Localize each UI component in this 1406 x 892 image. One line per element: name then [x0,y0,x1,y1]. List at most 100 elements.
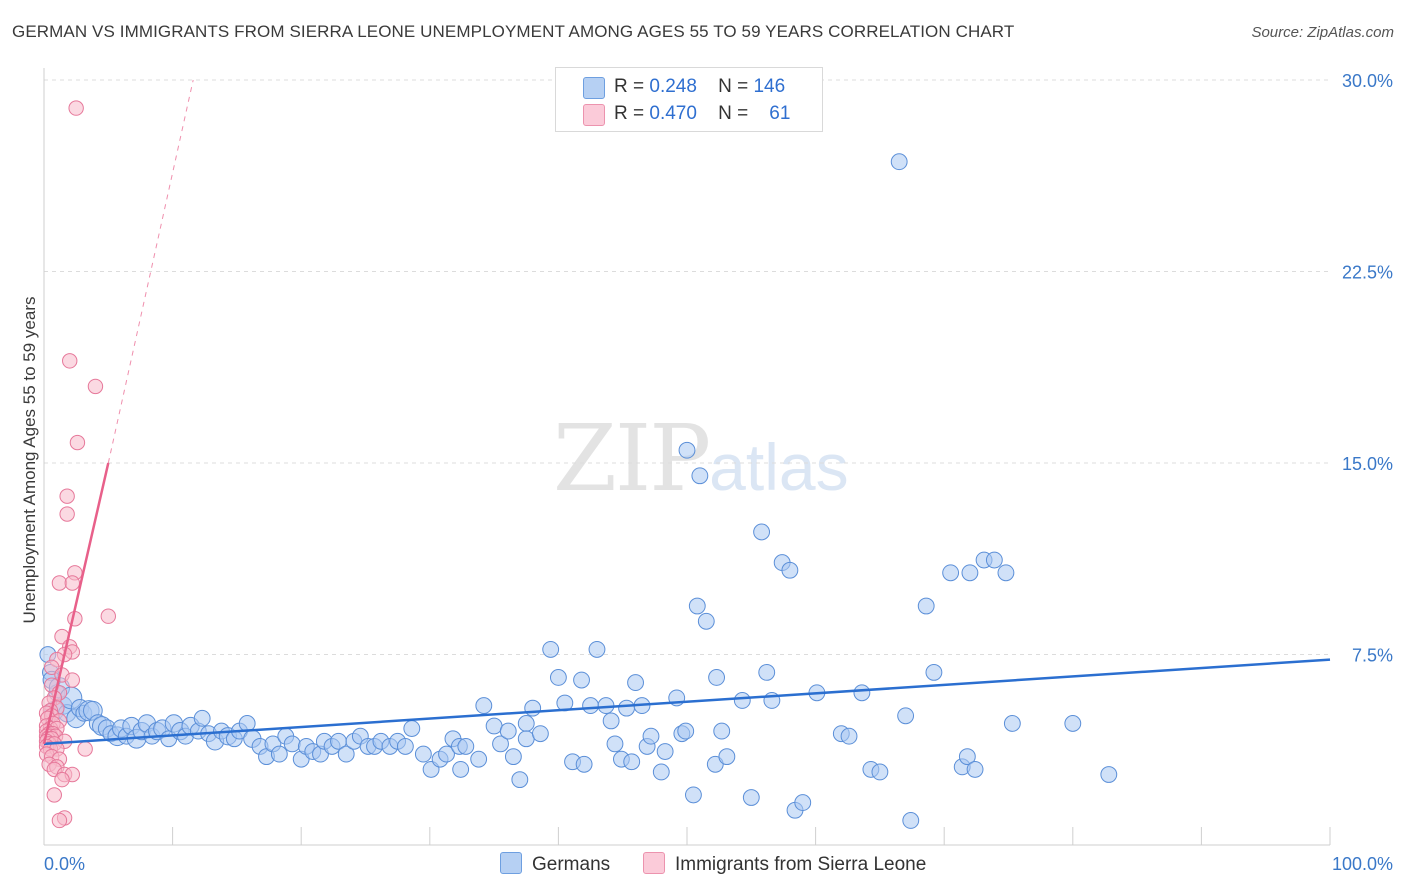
data-point-germans [688,597,706,615]
bottom-legend-sierra-leone: Immigrants from Sierra Leone [643,852,926,876]
data-point-germans [414,745,432,763]
data-point-germans [193,709,211,727]
data-point-germans [656,743,674,760]
data-point-germans [958,748,976,766]
chart-title: GERMAN VS IMMIGRANTS FROM SIERRA LEONE U… [12,22,1015,41]
data-point-sierra-leone [51,575,68,591]
data-point-germans [677,722,695,740]
data-point-sierra-leone [69,434,86,451]
data-point-germans [396,738,414,755]
data-point-sierra-leone [100,608,117,624]
data-point-germans [840,727,858,745]
data-point-germans [871,763,889,781]
data-point-germans [337,745,355,763]
trend-line-germans [43,658,1331,746]
data-point-germans [781,561,799,579]
watermark-logo: ZIPatlas [553,405,849,512]
data-point-sierra-leone [68,100,84,116]
data-point-germans [475,697,493,714]
data-point-germans [997,564,1015,582]
legend-n-label: N = [718,76,749,97]
data-point-germans [902,812,920,829]
data-point-germans [1064,715,1082,732]
data-point-germans [492,735,509,753]
data-point-germans [452,760,470,778]
data-point-germans [925,663,943,681]
y-tick-label: 7.5% [1352,646,1393,666]
legend-n-value: 61 [769,103,791,124]
data-point-germans [606,735,624,753]
data-point-sierra-leone [77,741,93,757]
data-point-germans [517,730,535,748]
data-point-germans [794,794,812,812]
data-point-germans [524,699,542,717]
data-point-sierra-leone [46,787,62,803]
data-point-germans [499,722,517,740]
data-point-sierra-leone [64,672,80,688]
data-point-germans [575,755,593,773]
legend-r-label: R = [614,76,645,97]
bottom-legend-swatch-pink [643,852,665,874]
legend-swatch-pink [583,104,605,126]
data-point-germans [708,669,725,686]
data-point-germans [270,745,288,763]
data-point-germans [403,720,421,737]
trend-line-sierra-leone [42,462,110,745]
x-tick-label: 0.0% [44,854,85,874]
data-point-germans [758,663,776,681]
data-point-germans [1003,715,1021,732]
data-point-germans [588,640,606,658]
data-point-sierra-leone [59,488,75,504]
data-point-sierra-leone [62,353,78,369]
data-point-germans [517,715,535,732]
data-point-germans [511,771,529,789]
data-point-germans [283,735,301,753]
data-point-germans [485,717,503,735]
bottom-legend-germans: Germans [500,852,610,876]
data-point-sierra-leone [59,506,75,522]
data-point-germans [713,722,731,740]
data-point-germans [623,753,641,771]
data-point-germans [582,697,599,714]
y-tick-label: 15.0% [1342,454,1393,474]
data-point-germans [602,712,620,730]
data-point-germans [618,699,635,717]
data-point-sierra-leone [54,771,70,788]
data-point-germans [718,748,736,766]
data-point-germans [985,551,1003,569]
data-point-germans [470,750,488,768]
data-point-germans [917,597,935,615]
data-point-germans [542,640,560,658]
data-point-germans [966,760,984,778]
data-point-sierra-leone [51,812,68,829]
data-point-germans [733,692,751,709]
data-point-germans [697,612,715,630]
data-point-sierra-leone [87,378,104,395]
data-point-germans [706,755,724,773]
data-point-germans [531,725,549,743]
data-point-germans [652,763,670,781]
legend-r-value: 0.248 [649,76,697,97]
watermark-zip: ZIP [553,405,711,512]
legend-r-label: R = [614,103,645,124]
data-point-germans [753,523,771,541]
data-point-germans [457,738,475,755]
correlation-legend: R = 0.248 N = 146 R = 0.470 N = 61 [555,67,823,132]
bottom-legend-swatch-blue [500,852,522,874]
bottom-legend-label: Immigrants from Sierra Leone [675,854,927,875]
y-tick-label: 22.5% [1342,263,1393,283]
data-point-germans [742,789,760,806]
data-point-germans [897,707,915,725]
source-label: Source: ZipAtlas.com [1251,24,1394,41]
data-point-germans [961,564,979,582]
data-point-germans [642,727,660,745]
bottom-legend-label: Germans [532,854,611,875]
data-point-germans [504,748,522,766]
legend-n-label: N = [718,103,749,124]
data-point-germans [627,674,644,692]
data-point-sierra-leone [64,575,80,591]
legend-swatch-blue [583,77,605,99]
y-tick-label: 30.0% [1342,71,1393,91]
legend-r-value: 0.470 [649,103,697,124]
